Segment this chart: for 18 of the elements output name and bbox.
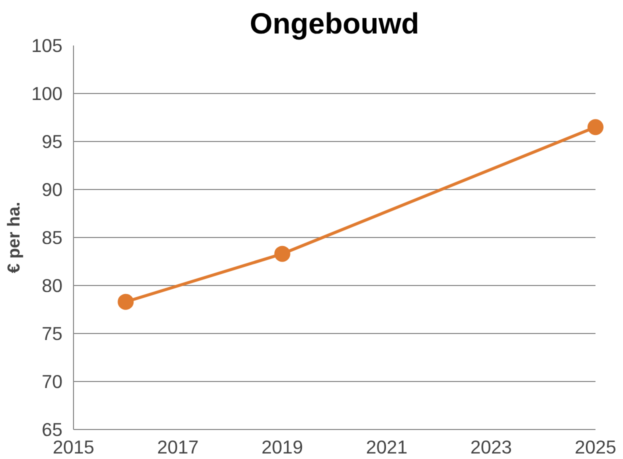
x-tick-label: 2019 bbox=[262, 436, 304, 458]
y-tick-label: 75 bbox=[42, 323, 63, 344]
y-tick-label: 85 bbox=[42, 227, 63, 248]
x-tick-label: 2021 bbox=[366, 436, 408, 458]
y-tick-label: 100 bbox=[31, 83, 63, 104]
point bbox=[118, 294, 134, 310]
point bbox=[588, 119, 604, 136]
point bbox=[274, 246, 290, 262]
x-tick-label: 2023 bbox=[470, 436, 512, 458]
x-tick-label: 2017 bbox=[157, 436, 199, 458]
y-axis-title: € per ha. bbox=[3, 202, 24, 274]
y-tick-label: 90 bbox=[42, 179, 63, 200]
y-tick-label: 80 bbox=[42, 275, 63, 296]
y-tick-label: 95 bbox=[42, 131, 63, 152]
x-tick-label: 2025 bbox=[574, 436, 616, 458]
y-tick-label: 105 bbox=[31, 35, 63, 56]
chart-title: Ongebouwd bbox=[250, 8, 420, 40]
y-tick-label: 70 bbox=[42, 371, 63, 392]
